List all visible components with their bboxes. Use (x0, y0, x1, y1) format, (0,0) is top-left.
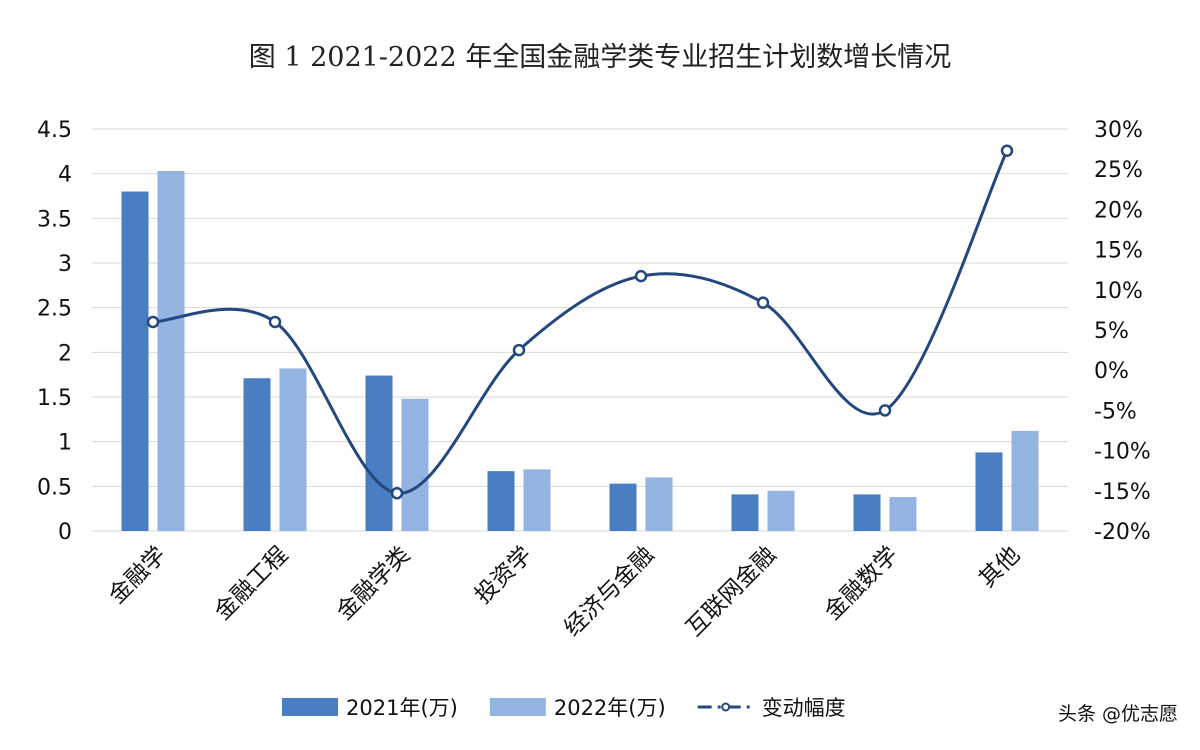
category-label: 金融数学 (820, 542, 903, 625)
left-tick-label: 0 (58, 520, 72, 545)
right-tick-label: 25% (1094, 158, 1143, 183)
bar (487, 471, 515, 531)
line-point (878, 404, 892, 417)
category-label: 投资学 (470, 542, 537, 609)
right-tick-label: 30% (1094, 118, 1143, 143)
category-label: 金融学类 (332, 542, 415, 625)
bar (609, 483, 637, 531)
left-tick-label: 3 (58, 252, 72, 277)
category-label: 互联网金融 (682, 542, 782, 642)
bar (889, 497, 917, 531)
line-point (1000, 144, 1014, 157)
bar (853, 494, 881, 531)
legend: 2021年(万) 2022年(万) 变动幅度 (282, 696, 846, 720)
line-point (756, 296, 770, 309)
right-tick-label: -15% (1094, 480, 1151, 505)
bar (1011, 430, 1039, 531)
legend-label: 2022年(万) (554, 696, 666, 720)
chart-title: 图 1 2021-2022 年全国金融学类专业招生计划数增长情况 (249, 42, 951, 73)
bar (279, 368, 307, 531)
category-labels: 金融学 金融工程 金融学类 投资学 经济与金融 互联网金融 金融数学 其他 (104, 542, 1025, 642)
legend-label: 变动幅度 (762, 696, 846, 720)
right-axis-ticks: -20% -15% -10% -5% 0% 5% 10% 15% 20% 25% 30% (1094, 118, 1151, 545)
gridlines (92, 128, 1068, 532)
category-label: 经济与金融 (560, 542, 660, 642)
bar (401, 398, 429, 531)
left-tick-label: 3.5 (37, 207, 72, 232)
right-tick-label: -20% (1094, 520, 1151, 545)
left-tick-label: 1.5 (37, 386, 72, 411)
right-tick-label: -5% (1094, 399, 1137, 424)
bar (731, 494, 759, 531)
right-tick-label: -10% (1094, 440, 1151, 465)
bars (121, 170, 1039, 532)
change-line (146, 144, 1014, 500)
bar (523, 469, 551, 531)
category-label: 金融学 (104, 542, 171, 609)
left-tick-label: 1 (58, 431, 72, 456)
line-point (512, 343, 526, 357)
left-axis-ticks: 0 0.5 1 1.5 2 2.5 3 3.5 4 4.5 (37, 118, 72, 545)
right-tick-label: 15% (1094, 239, 1143, 264)
right-tick-label: 20% (1094, 198, 1143, 223)
category-label: 金融工程 (210, 542, 293, 625)
watermark-text: 头条 @优志愿 (1058, 703, 1178, 725)
category-label: 其他 (974, 542, 1025, 593)
line-point (268, 315, 282, 329)
left-tick-label: 2.5 (37, 297, 72, 322)
bar (121, 191, 149, 532)
left-tick-label: 0.5 (37, 475, 72, 500)
left-tick-label: 4.5 (37, 118, 72, 143)
legend-swatch (489, 698, 546, 716)
legend-swatch (282, 698, 338, 716)
left-tick-label: 4 (58, 163, 72, 188)
bar (975, 452, 1003, 531)
bar (645, 477, 673, 531)
legend-marker (721, 702, 731, 712)
bar (365, 375, 393, 531)
line-point (390, 486, 404, 500)
bar (767, 490, 795, 531)
line-point (634, 269, 648, 283)
bar (243, 378, 271, 531)
right-tick-label: 10% (1094, 279, 1143, 304)
left-tick-label: 2 (58, 341, 72, 366)
line-point (146, 315, 160, 329)
right-tick-label: 5% (1094, 319, 1129, 344)
right-tick-label: 0% (1094, 359, 1129, 384)
bar (157, 170, 185, 531)
legend-label: 2021年(万) (346, 696, 458, 720)
